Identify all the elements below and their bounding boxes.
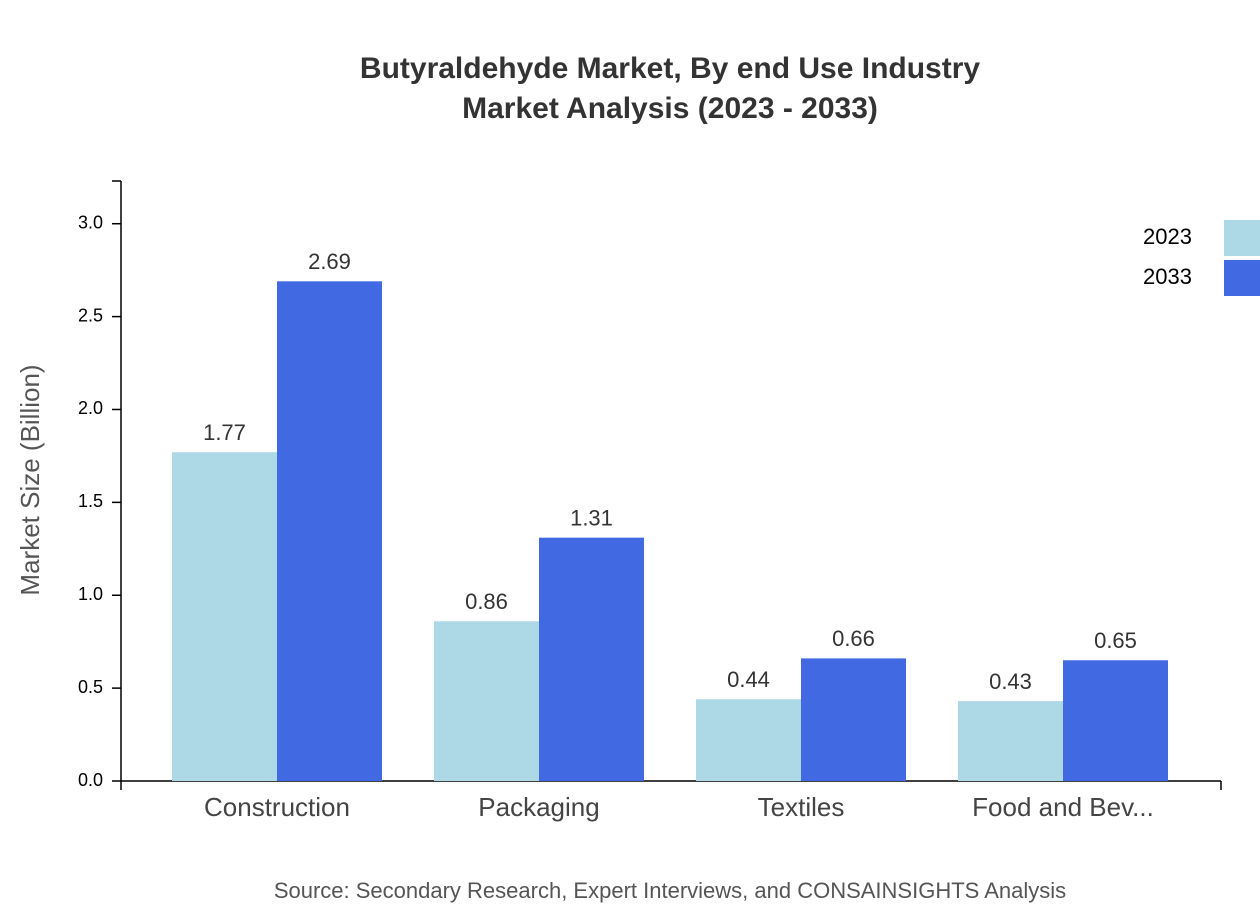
bar [172,452,277,781]
x-tick-label: Textiles [758,792,845,822]
value-label: 0.43 [989,669,1032,694]
y-tick-label: 1.5 [78,491,103,511]
bar [958,701,1063,781]
y-axis-label: Market Size (Billion) [15,364,45,595]
legend-swatch [1224,220,1260,256]
value-label: 1.31 [570,505,613,530]
legend-swatch [1224,260,1260,296]
y-tick-label: 0.0 [78,770,103,790]
y-tick-label: 1.0 [78,584,103,604]
value-label: 1.77 [203,420,246,445]
y-tick-label: 2.0 [78,398,103,418]
bar [539,537,644,781]
x-tick-label: Food and Bev... [972,792,1154,822]
y-tick-label: 0.5 [78,677,103,697]
value-label: 0.86 [465,589,508,614]
bar [801,658,906,781]
bar [434,621,539,781]
value-label: 0.66 [832,626,875,651]
x-tick-label: Packaging [478,792,599,822]
value-label: 0.65 [1094,628,1137,653]
legend-label: 2023 [1143,224,1192,249]
source-note: Source: Secondary Research, Expert Inter… [274,878,1066,903]
value-label: 0.44 [727,667,770,692]
x-tick-label: Construction [204,792,350,822]
chart-subtitle: Market Analysis (2023 - 2033) [462,92,878,125]
y-tick-label: 3.0 [78,212,103,232]
value-label: 2.69 [308,249,351,274]
bar [277,281,382,781]
y-tick-label: 2.5 [78,305,103,325]
bar [1063,660,1168,781]
bar [696,699,801,781]
legend-label: 2033 [1143,264,1192,289]
chart-title: Butyraldehyde Market, By end Use Industr… [360,52,980,85]
